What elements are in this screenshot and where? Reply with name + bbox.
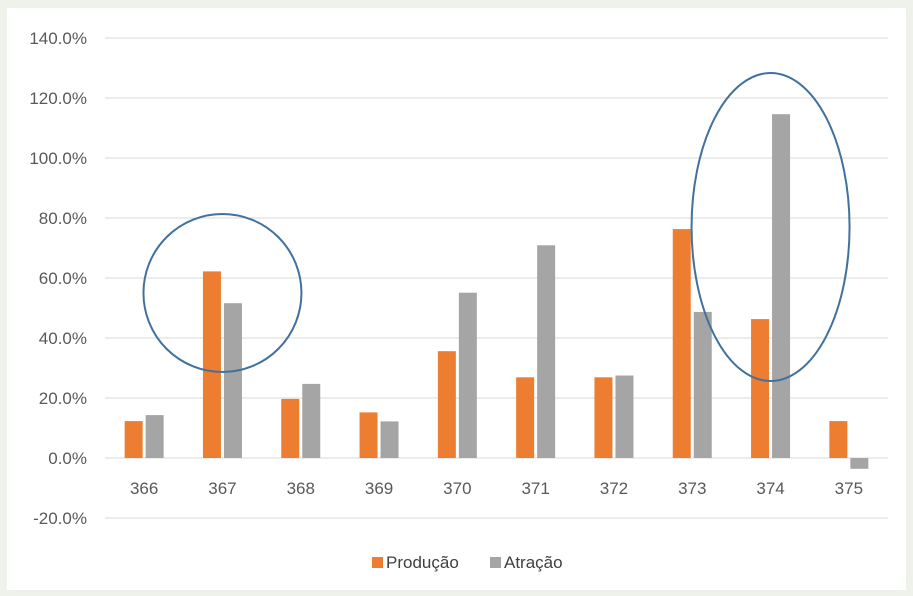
gridlines <box>105 37 888 519</box>
bar-producao-366 <box>124 421 143 458</box>
bar-producao-369 <box>359 412 378 458</box>
y-tick-label: 60.0% <box>39 269 87 288</box>
bar-atracao-374 <box>772 114 791 458</box>
annotation-ellipse-367 <box>142 213 303 373</box>
legend-label-atracao: Atração <box>504 553 563 572</box>
bar-producao-374 <box>751 319 770 458</box>
x-tick-label: 373 <box>678 479 706 498</box>
x-tick-label: 366 <box>130 479 158 498</box>
y-tick-label: 100.0% <box>29 149 87 168</box>
x-tick-label: 367 <box>208 479 236 498</box>
bar-chart: -20.0% 0.0% 20.0% 40.0% 60.0% 80.0% 100.0% 120.… <box>29 29 888 572</box>
annotation-ellipse-374 <box>690 72 851 382</box>
legend-swatch-atracao <box>490 557 501 568</box>
x-axis-labels: 366 367 368 369 370 371 372 373 374 375 <box>130 479 863 498</box>
legend: Produção Atração <box>372 553 563 572</box>
annotation-ellipses <box>142 72 851 382</box>
x-tick-label: 370 <box>443 479 471 498</box>
bar-producao-372 <box>594 377 613 458</box>
bar-producao-367 <box>202 271 221 458</box>
y-tick-label: 0.0% <box>48 449 87 468</box>
bar-producao-370 <box>437 351 456 458</box>
x-tick-label: 368 <box>287 479 315 498</box>
y-tick-label: 140.0% <box>29 29 87 48</box>
bar-atracao-375 <box>850 458 869 469</box>
bar-atracao-371 <box>537 245 556 458</box>
y-tick-label: 120.0% <box>29 89 87 108</box>
y-axis-labels: -20.0% 0.0% 20.0% 40.0% 60.0% 80.0% 100.0% 120.… <box>29 29 87 528</box>
legend-swatch-producao <box>372 557 383 568</box>
bar-producao-373 <box>672 229 691 458</box>
bar-atracao-367 <box>223 303 242 458</box>
y-tick-label: -20.0% <box>33 509 87 528</box>
y-tick-label: 20.0% <box>39 389 87 408</box>
chart-area: -20.0% 0.0% 20.0% 40.0% 60.0% 80.0% 100.0% 120.… <box>7 8 906 590</box>
bar-atracao-369 <box>380 421 399 458</box>
bar-atracao-373 <box>693 311 712 458</box>
x-tick-label: 374 <box>756 479 784 498</box>
bar-atracao-368 <box>302 383 321 458</box>
x-tick-label: 369 <box>365 479 393 498</box>
bar-atracao-366 <box>145 415 164 458</box>
y-tick-label: 80.0% <box>39 209 87 228</box>
bar-atracao-370 <box>458 292 477 458</box>
y-tick-label: 40.0% <box>39 329 87 348</box>
legend-label-producao: Produção <box>386 553 459 572</box>
bar-atracao-372 <box>615 375 634 458</box>
x-tick-label: 372 <box>600 479 628 498</box>
x-tick-label: 375 <box>835 479 863 498</box>
x-tick-label: 371 <box>521 479 549 498</box>
bar-producao-371 <box>516 377 535 458</box>
bar-producao-368 <box>281 398 300 458</box>
bars <box>124 114 869 469</box>
bar-producao-375 <box>829 421 848 458</box>
